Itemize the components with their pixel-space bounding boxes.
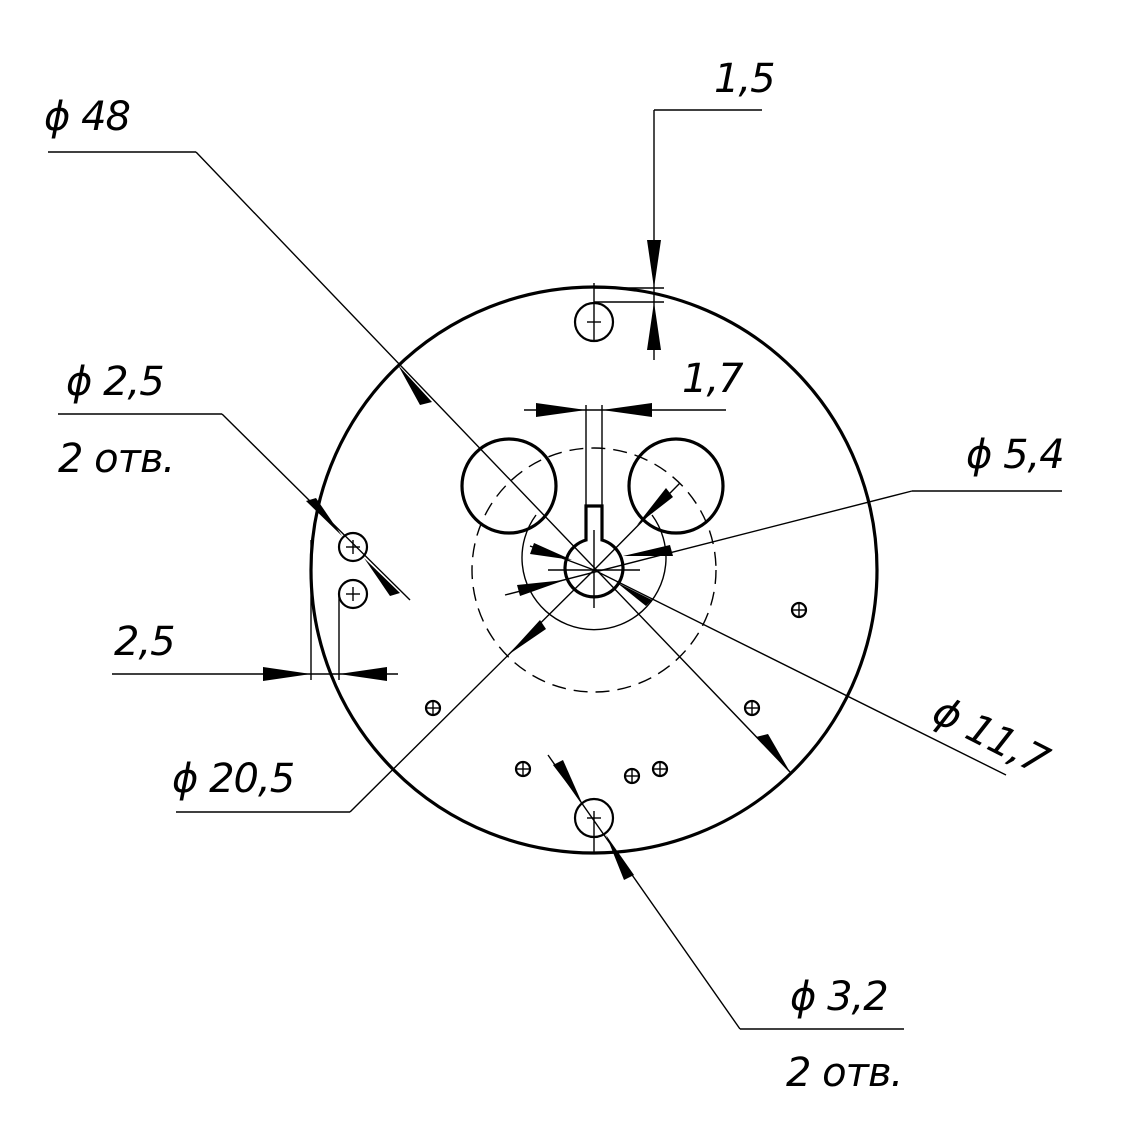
tiny-hole	[424, 699, 442, 717]
tiny-hole	[790, 601, 808, 619]
pitch-circle-dashed	[471, 447, 717, 693]
dimension-pitch-circle: ϕ 20,5	[172, 569, 595, 813]
dimension-small-holes: ϕ 2,5 2 отв.	[58, 359, 411, 601]
tiny-hole	[514, 760, 532, 778]
label-inner-diameter: ϕ 11,7	[925, 688, 1056, 785]
dimension-outer-diameter: ϕ 48	[44, 94, 791, 773]
label-small-holes-count: 2 отв.	[58, 436, 174, 482]
dimension-slot-width: 1,7	[524, 356, 745, 417]
dimension-edge-offset: 2,5	[112, 540, 398, 681]
dimension-center-hole: ϕ 5,4	[504, 432, 1065, 596]
label-mount-holes-count: 2 отв.	[786, 1050, 902, 1096]
center-keyed-hole	[563, 504, 625, 599]
large-hole-right	[627, 437, 725, 535]
dimension-top-offset: 1,5	[594, 56, 776, 360]
tiny-hole	[651, 760, 669, 778]
label-pitch-circle: ϕ 20,5	[172, 756, 294, 802]
part-geometry	[309, 283, 879, 855]
tiny-hole	[743, 699, 761, 717]
label-mount-holes-diameter: ϕ 3,2	[790, 974, 888, 1020]
dimension-inner-diameter: ϕ 11,7	[529, 482, 1057, 785]
label-slot-width: 1,7	[682, 356, 744, 402]
dimension-mount-holes: ϕ 3,2 2 отв.	[547, 754, 904, 1096]
inner-hub-circle	[521, 514, 667, 631]
label-top-offset: 1,5	[714, 56, 775, 102]
label-small-holes-diameter: ϕ 2,5	[66, 359, 164, 405]
label-center-hole: ϕ 5,4	[966, 432, 1064, 478]
small-hole-upper	[337, 531, 369, 563]
large-hole-left	[460, 437, 558, 535]
label-outer-diameter: ϕ 48	[44, 94, 130, 140]
tiny-holes	[424, 601, 808, 785]
tiny-hole	[623, 767, 641, 785]
label-edge-offset: 2,5	[114, 619, 175, 665]
